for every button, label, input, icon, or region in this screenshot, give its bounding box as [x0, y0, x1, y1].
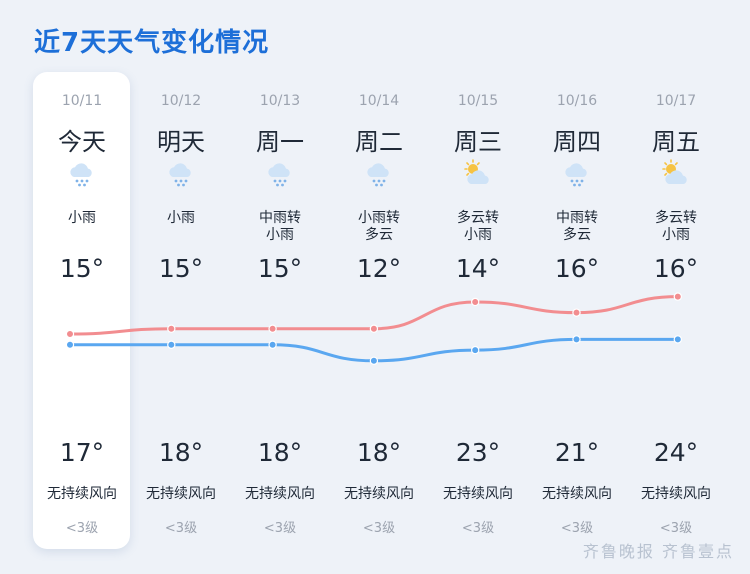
day-weekday: 周二: [355, 128, 403, 156]
weather-description: 多云转 小雨: [627, 210, 725, 244]
wind-level: <3级: [263, 521, 297, 536]
watermark: 齐鲁晚报 齐鲁壹点: [582, 542, 734, 561]
upper-temperature-label: 15°: [257, 254, 303, 283]
wind-direction: 无持续风向: [641, 486, 711, 502]
upper-temperature-label: 16°: [554, 254, 600, 283]
weather-description-line: 小雨转: [358, 210, 400, 226]
day-date: 10/14: [358, 93, 400, 109]
day-date: 10/17: [655, 93, 697, 109]
upper-temperature-label: 12°: [356, 254, 402, 283]
day-weekday: 明天: [157, 128, 205, 156]
day-date: 10/13: [259, 93, 301, 109]
partly-cloudy-icon: [462, 158, 494, 190]
lower-temperature-label: 18°: [158, 438, 204, 467]
wind-direction: 无持续风向: [344, 486, 414, 502]
lower-temperature-label: 21°: [554, 438, 600, 467]
wind-level: <3级: [461, 521, 495, 536]
lower-temperature-label: 24°: [653, 438, 699, 467]
wind-direction: 无持续风向: [245, 486, 315, 502]
page-title: 近7天天气变化情况: [34, 28, 270, 58]
weather-description: 中雨转 多云: [528, 210, 626, 244]
wind-direction: 无持续风向: [443, 486, 513, 502]
rain-icon: [66, 158, 98, 190]
partly-cloudy-icon: [660, 158, 692, 190]
rain-icon: [165, 158, 197, 190]
weather-description: 中雨转 小雨: [231, 210, 329, 244]
upper-temperature-label: 16°: [653, 254, 699, 283]
weather-description: 小雨: [132, 210, 230, 227]
day-weekday: 周三: [454, 128, 502, 156]
weather-description-line: 小雨: [662, 227, 690, 243]
upper-temperature-label: 15°: [59, 254, 105, 283]
day-column[interactable]: 10/17 周五多云转 小雨 16° 24° 无持续风向 <3级: [627, 72, 725, 549]
lower-temperature-label: 18°: [257, 438, 303, 467]
day-date: 10/15: [457, 93, 499, 109]
weather-description-line: 小雨: [464, 227, 492, 243]
weather-description-line: 中雨转: [556, 210, 598, 226]
weather-description-line: 小雨: [266, 227, 294, 243]
weather-description-line: 多云转: [457, 210, 499, 226]
upper-temperature-label: 15°: [158, 254, 204, 283]
weather-description-line: 小雨: [167, 210, 195, 226]
day-weekday: 今天: [58, 128, 106, 156]
day-column[interactable]: 10/16 周四中雨转 多云 16° 21° 无持续风向 <3级: [528, 72, 626, 549]
day-column[interactable]: 10/15 周三多云转 小雨 14° 23° 无持续风向 <3级: [429, 72, 527, 549]
weather-description-line: 小雨: [68, 210, 96, 226]
weather-description: 多云转 小雨: [429, 210, 527, 244]
day-date: 10/11: [61, 93, 103, 109]
day-weekday: 周五: [652, 128, 700, 156]
rain-icon: [264, 158, 296, 190]
day-weekday: 周四: [553, 128, 601, 156]
day-column[interactable]: 10/14 周二小雨转 多云 12° 18° 无持续风向 <3级: [330, 72, 428, 549]
day-column[interactable]: 10/13 周一中雨转 小雨 15° 18° 无持续风向 <3级: [231, 72, 329, 549]
day-weekday: 周一: [256, 128, 304, 156]
wind-direction: 无持续风向: [47, 486, 117, 502]
day-column[interactable]: 10/12 明天小雨 15° 18° 无持续风向 <3级: [132, 72, 230, 549]
wind-direction: 无持续风向: [542, 486, 612, 502]
wind-level: <3级: [362, 521, 396, 536]
day-date: 10/12: [160, 93, 202, 109]
wind-level: <3级: [65, 521, 99, 536]
wind-direction: 无持续风向: [146, 486, 216, 502]
weather-description-line: 多云: [365, 227, 393, 243]
lower-temperature-label: 18°: [356, 438, 402, 467]
day-column[interactable]: 10/11 今天小雨 15° 17° 无持续风向 <3级: [33, 72, 131, 549]
wind-level: <3级: [164, 521, 198, 536]
wind-level: <3级: [659, 521, 693, 536]
lower-temperature-label: 17°: [59, 438, 105, 467]
weather-description: 小雨转 多云: [330, 210, 428, 244]
upper-temperature-label: 14°: [455, 254, 501, 283]
weather-description: 小雨: [33, 210, 131, 227]
weather-description-line: 多云转: [655, 210, 697, 226]
lower-temperature-label: 23°: [455, 438, 501, 467]
wind-level: <3级: [560, 521, 594, 536]
day-date: 10/16: [556, 93, 598, 109]
rain-icon: [363, 158, 395, 190]
weather-description-line: 多云: [563, 227, 591, 243]
weather-description-line: 中雨转: [259, 210, 301, 226]
rain-icon: [561, 158, 593, 190]
